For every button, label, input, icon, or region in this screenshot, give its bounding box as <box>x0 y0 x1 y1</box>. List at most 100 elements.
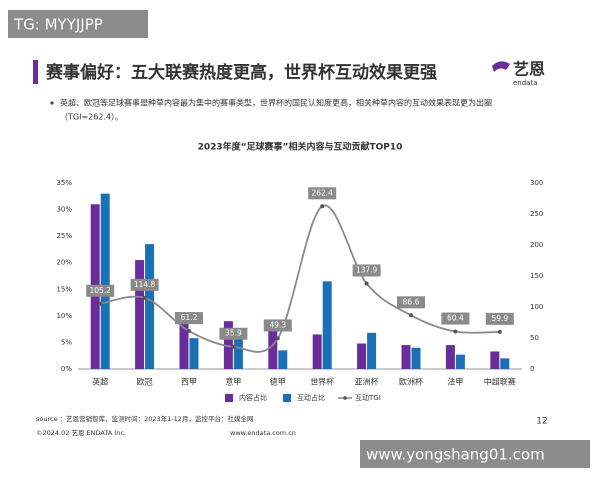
tgi-point <box>320 204 325 209</box>
bar <box>411 347 421 369</box>
tgi-point <box>497 329 502 334</box>
slide-title: 赛事偏好：五大联赛热度更高，世界杯互动效果更强 <box>45 62 437 83</box>
title-accent <box>33 60 38 84</box>
tgi-point <box>98 301 103 306</box>
bar <box>322 281 332 369</box>
x-tick-label: 德甲 <box>270 377 286 387</box>
y-tick-label: 35% <box>56 179 72 187</box>
value-label-box <box>352 264 381 277</box>
legend-label: 互动占比 <box>297 393 325 402</box>
bar <box>401 345 411 369</box>
legend-label: 内容占比 <box>239 393 267 402</box>
y2-tick-label: 100 <box>530 303 543 311</box>
bar <box>312 334 322 369</box>
value-label-box <box>397 296 425 309</box>
source: source ：艺恩营销智库，监测时间：2023年1-12月，监控平台：社媒全网 <box>36 414 253 423</box>
tgi-point <box>275 336 280 341</box>
watermark-box <box>8 10 148 38</box>
site: www.endata.com.cn <box>230 429 296 437</box>
bar <box>145 244 155 369</box>
tgi-point <box>409 313 413 318</box>
tgi-point <box>453 329 458 334</box>
logo: 艺恩 <box>513 60 545 79</box>
x-tick-label: 亚洲杯 <box>355 377 379 387</box>
value-label: 114.8 <box>134 280 156 289</box>
y2-tick-label: 150 <box>530 272 543 280</box>
y-tick-label: 10% <box>56 312 72 320</box>
x-tick-label: 西甲 <box>181 378 197 387</box>
value-label: 61.2 <box>181 313 198 322</box>
value-label-box <box>441 312 470 325</box>
y2-tick-label: 250 <box>530 210 543 218</box>
bar <box>223 321 233 369</box>
tgi-point <box>231 344 236 349</box>
bullet-dot <box>50 101 54 105</box>
chart: 0% 5% 10% 15% 20% 25% 30% 35% 0 50 100 150 200 250 300… <box>56 179 543 402</box>
bar <box>179 323 189 369</box>
value-label: 105.2 <box>89 286 111 295</box>
value-label: 86.6 <box>403 297 420 306</box>
tgi-point <box>187 329 191 334</box>
chart-title: 2023年度“足球赛事”相关内容与互动贡献TOP10 <box>198 141 403 153</box>
bar <box>135 260 145 369</box>
bar <box>233 331 243 369</box>
y2-tick-label: 300 <box>530 179 543 187</box>
legend-swatch <box>283 394 291 402</box>
bar <box>490 351 500 369</box>
bar <box>455 354 465 369</box>
value-label: 137.9 <box>356 266 378 275</box>
legend-swatch <box>343 396 347 400</box>
x-tick-label: 法甲 <box>447 377 463 387</box>
value-label: 35.9 <box>225 329 242 338</box>
bar <box>445 345 455 369</box>
x-tick-label: 英超 <box>92 377 108 387</box>
bar <box>367 332 377 369</box>
value-label-box <box>263 319 292 332</box>
tgi-line <box>100 204 500 353</box>
x-tick-label: 意甲 <box>225 377 241 387</box>
y2-tick-label: 50 <box>530 334 539 342</box>
logo-sub: endata <box>513 79 538 87</box>
y2-tick-label: 200 <box>530 241 543 249</box>
bar <box>500 358 510 369</box>
watermark: TG: MYYJJPP <box>13 16 103 34</box>
tgi-point <box>364 281 369 286</box>
bar <box>278 350 288 369</box>
copyright: ©2024.02 艺恩 ENDATA Inc. <box>36 429 126 437</box>
legend-label: 互动TGI <box>355 393 381 402</box>
watermark-box <box>360 440 590 468</box>
value-label: 60.4 <box>447 314 464 323</box>
value-label-box <box>308 187 337 200</box>
bar <box>268 329 278 369</box>
value-label-box <box>86 284 115 297</box>
value-label-box <box>175 312 203 325</box>
x-tick-label: 欧冠 <box>137 377 153 387</box>
bullet-line: 英超、欧冠等足球赛事是种草内容最为集中的赛事类型，世界杯的国民认知度更高，相关种… <box>60 98 492 108</box>
watermark: www.yongshang01.com <box>366 446 545 464</box>
y-tick-label: 15% <box>56 285 72 293</box>
bar <box>100 193 110 369</box>
bar <box>357 343 367 369</box>
bar <box>189 338 199 369</box>
legend-swatch <box>225 394 233 402</box>
page-number: 12 <box>536 417 547 427</box>
y-tick-label: 0% <box>61 365 72 373</box>
y-tick-label: 20% <box>56 259 72 267</box>
value-label: 59.9 <box>491 314 508 323</box>
x-tick-label: 世界杯 <box>310 377 334 387</box>
value-label-box <box>485 312 514 325</box>
x-tick-label: 欧洲杯 <box>399 377 423 387</box>
value-label: 262.4 <box>311 188 333 197</box>
bullet-line: （TGI=262.4）。 <box>60 113 123 122</box>
y2-tick-label: 0 <box>530 365 534 373</box>
x-tick-label: 中超联赛 <box>484 377 516 387</box>
y-tick-label: 5% <box>61 338 72 346</box>
y-tick-label: 25% <box>56 232 72 240</box>
logo-icon <box>492 61 510 72</box>
value-label-box <box>130 278 159 291</box>
y-tick-label: 30% <box>56 206 72 214</box>
tgi-point <box>142 295 147 300</box>
value-label: 49.3 <box>269 320 286 329</box>
